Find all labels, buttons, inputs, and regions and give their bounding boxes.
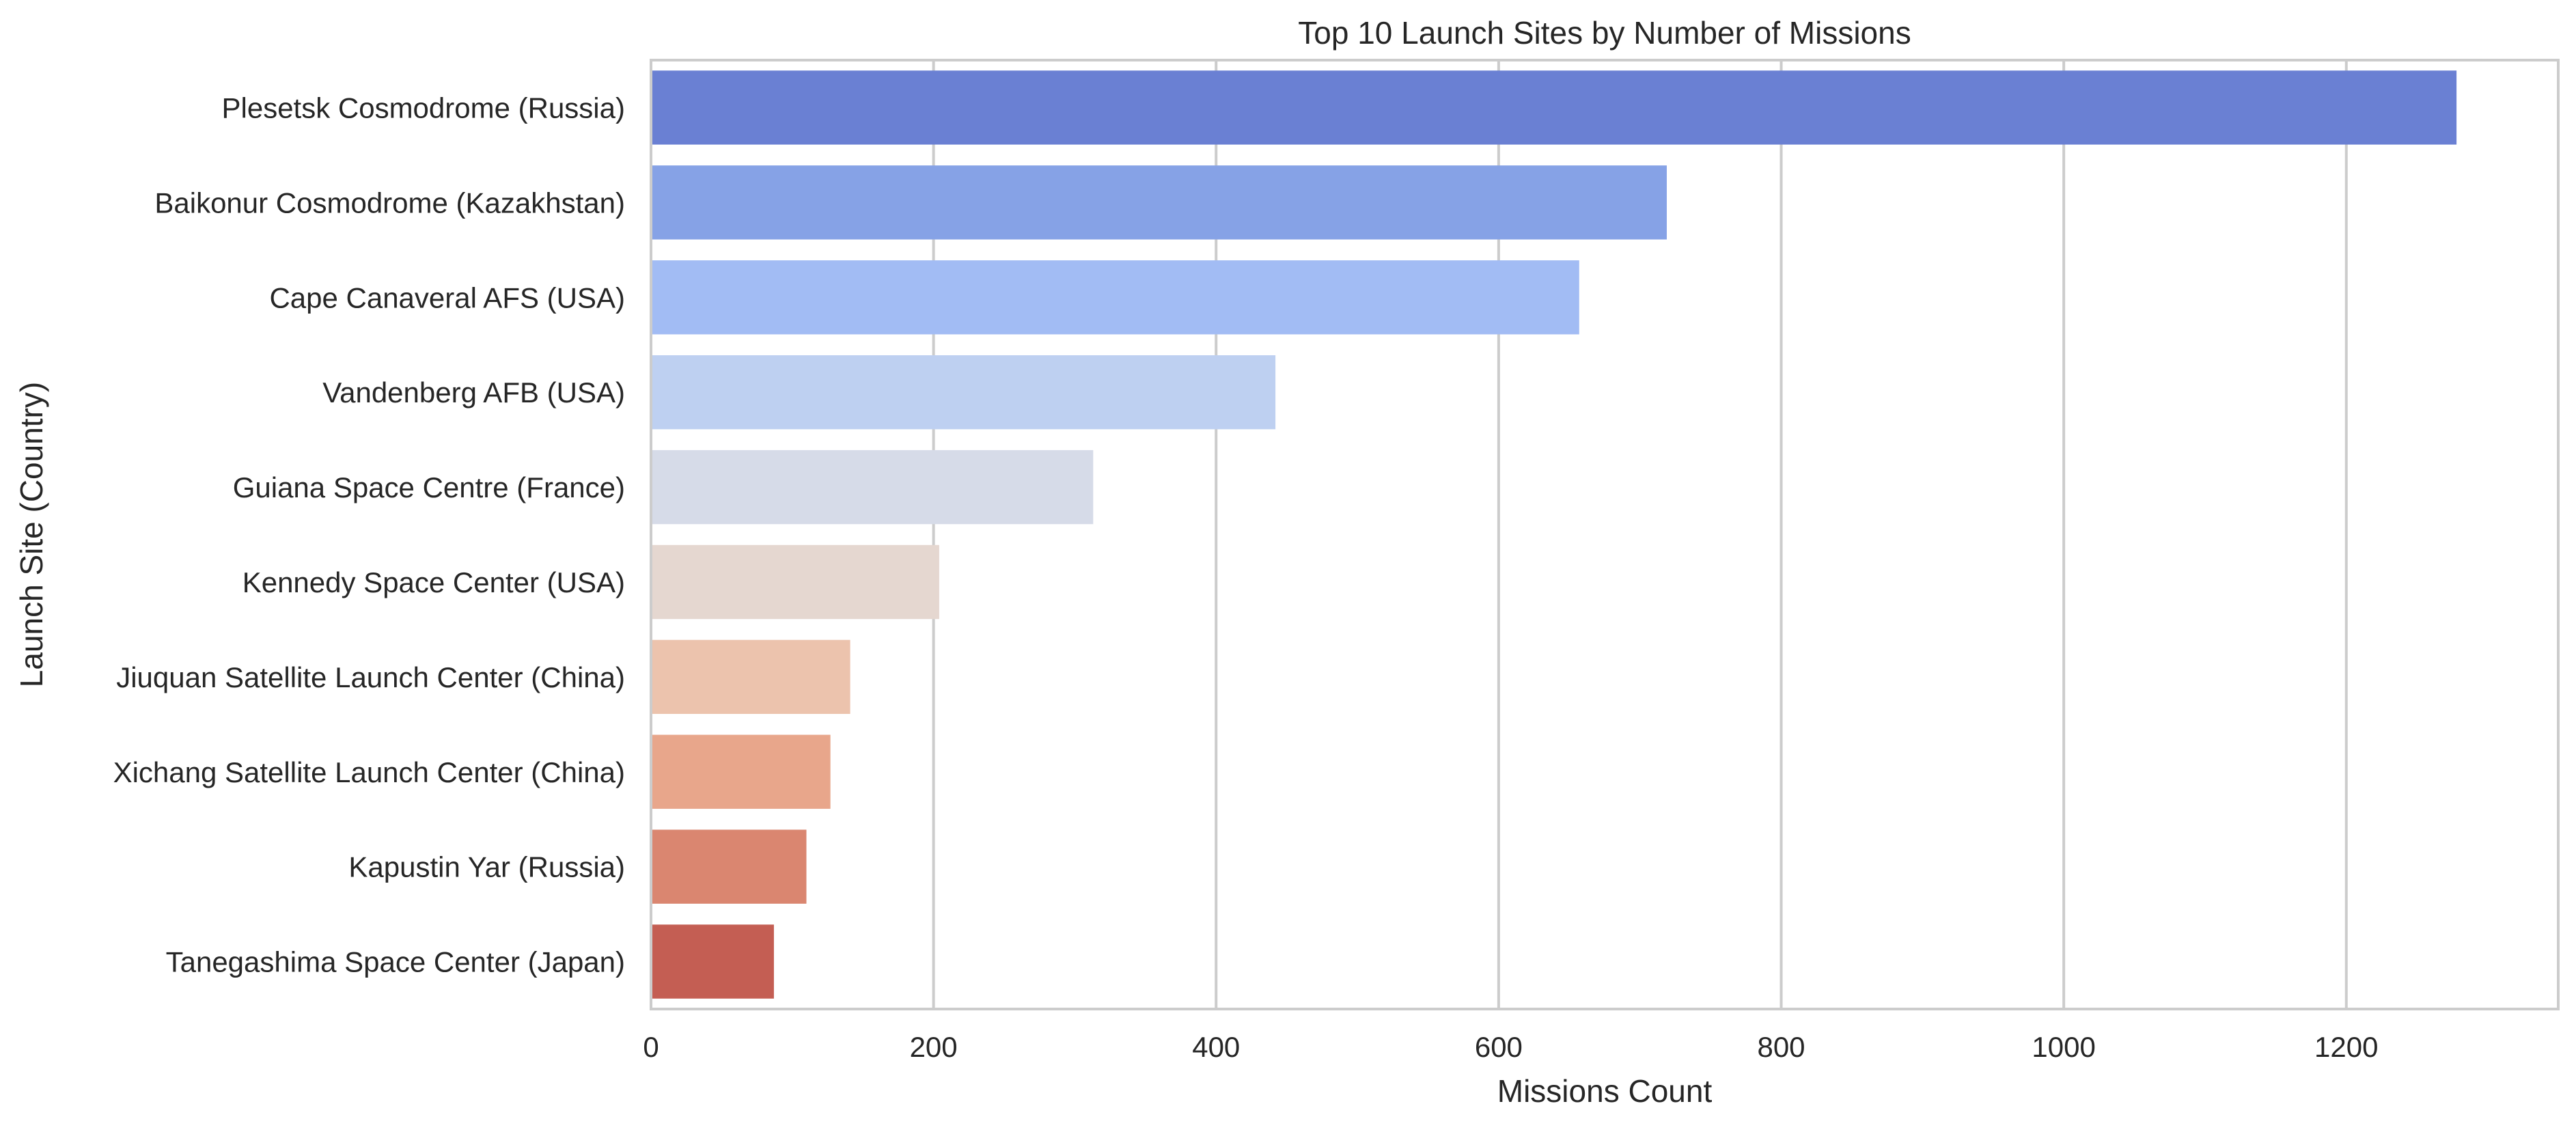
y-tick-label: Plesetsk Cosmodrome (Russia) — [221, 92, 625, 124]
chart-title: Top 10 Launch Sites by Number of Mission… — [1298, 15, 1911, 51]
y-tick-label: Kapustin Yar (Russia) — [348, 851, 625, 883]
bar — [651, 544, 939, 620]
bar — [651, 165, 1667, 240]
bar — [651, 70, 2457, 145]
bar — [651, 639, 850, 715]
bar — [651, 829, 807, 904]
bar — [651, 355, 1276, 430]
x-tick-label: 400 — [1192, 1031, 1240, 1063]
y-tick-label: Kennedy Space Center (USA) — [243, 566, 625, 598]
x-tick-label: 800 — [1757, 1031, 1805, 1063]
x-tick-label: 200 — [910, 1031, 958, 1063]
y-tick-labels: Plesetsk Cosmodrome (Russia) Baikonur Cos… — [113, 92, 625, 978]
y-tick-label: Guiana Space Centre (France) — [233, 471, 625, 503]
y-tick-label: Xichang Satellite Launch Center (China) — [113, 756, 625, 788]
bar — [651, 924, 774, 999]
y-tick-label: Cape Canaveral AFS (USA) — [269, 281, 625, 314]
bar — [651, 260, 1579, 335]
bars — [651, 70, 2457, 999]
plot-frame — [650, 59, 2560, 1010]
x-tick-label: 1000 — [2032, 1031, 2095, 1063]
y-tick-label: Tanegashima Space Center (Japan) — [166, 946, 625, 978]
y-tick-label: Baikonur Cosmodrome (Kazakhstan) — [154, 187, 625, 219]
bar — [651, 734, 831, 809]
y-axis-label: Launch Site (Country) — [14, 382, 49, 687]
x-tick-labels: 0 200 400 600 800 1000 1200 — [643, 1031, 2378, 1063]
x-tick-label: 600 — [1475, 1031, 1523, 1063]
x-tick-label: 0 — [643, 1031, 659, 1063]
y-tick-label: Jiuquan Satellite Launch Center (China) — [116, 661, 625, 693]
y-tick-label: Vandenberg AFB (USA) — [322, 376, 625, 409]
x-axis-label: Missions Count — [1497, 1073, 1713, 1109]
x-tick-label: 1200 — [2314, 1031, 2378, 1063]
bar — [651, 450, 1094, 525]
